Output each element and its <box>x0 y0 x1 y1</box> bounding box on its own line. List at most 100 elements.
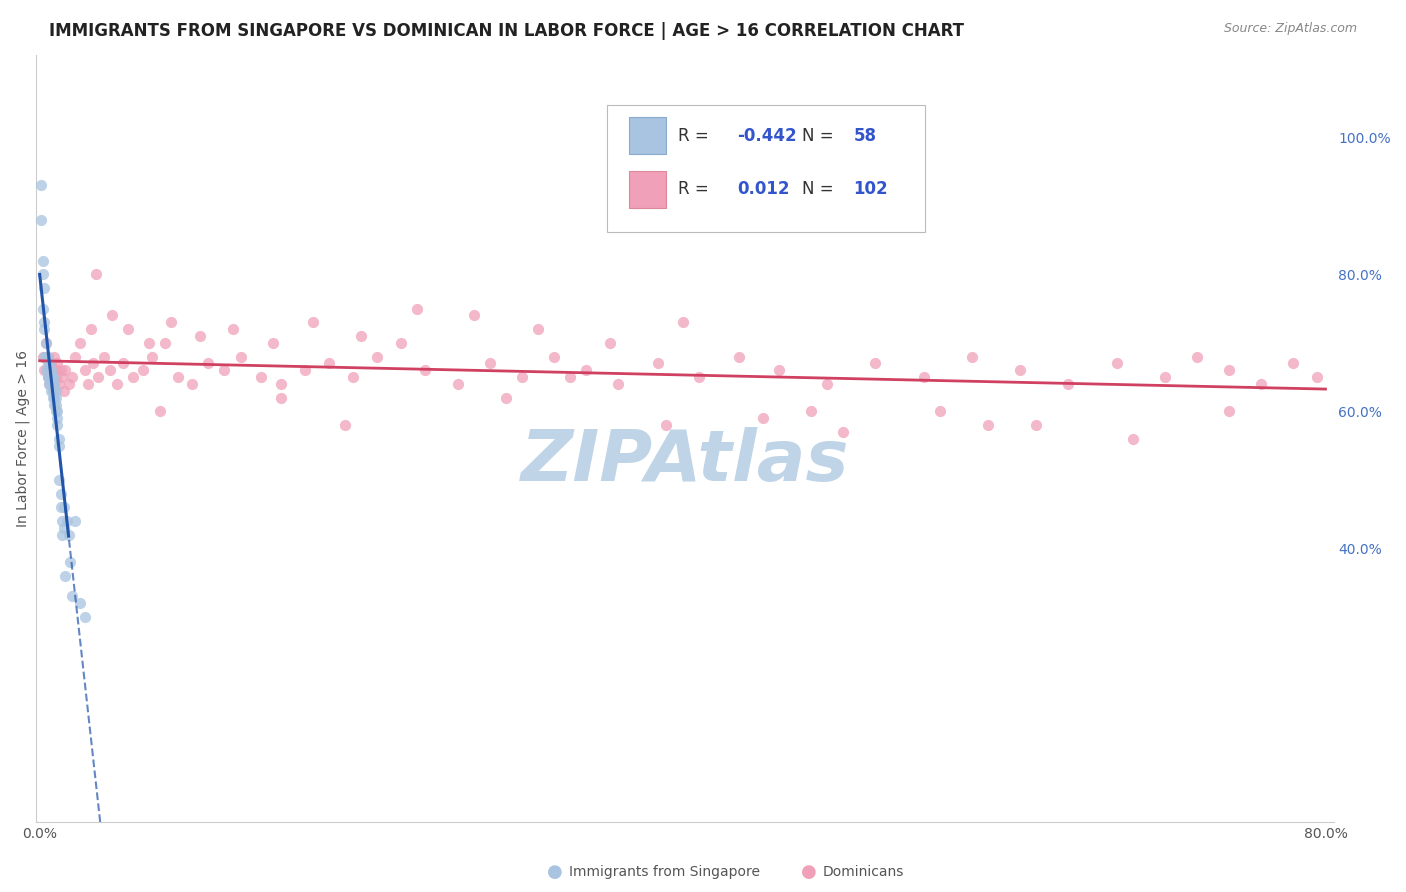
Point <box>41 384 63 398</box>
Point <box>48 473 70 487</box>
Point <box>262 335 284 350</box>
Point <box>37 350 59 364</box>
Point <box>270 391 292 405</box>
Point <box>73 363 96 377</box>
Point <box>45 398 67 412</box>
FancyBboxPatch shape <box>630 171 665 208</box>
Point <box>495 391 517 405</box>
Point <box>527 322 550 336</box>
Point <box>37 370 59 384</box>
Point <box>197 356 219 370</box>
Point <box>34 322 56 336</box>
Point <box>37 363 59 377</box>
Point <box>41 391 63 405</box>
Point <box>190 329 212 343</box>
Text: -0.442: -0.442 <box>737 127 796 145</box>
Text: ●: ● <box>800 863 817 881</box>
Point <box>37 350 59 364</box>
Point <box>138 335 160 350</box>
Text: 58: 58 <box>853 127 876 145</box>
Point <box>688 370 710 384</box>
Point <box>42 384 65 398</box>
Point <box>1185 350 1208 364</box>
Point <box>865 356 887 370</box>
Point <box>41 370 63 384</box>
Point <box>153 335 176 350</box>
Point <box>41 370 63 384</box>
Point <box>39 363 62 377</box>
Point <box>543 350 565 364</box>
Text: ZIPAtlas: ZIPAtlas <box>520 427 849 496</box>
Point <box>101 309 124 323</box>
Point <box>31 268 53 282</box>
Point <box>41 370 63 384</box>
Point <box>117 322 139 336</box>
Point <box>1025 418 1047 433</box>
Point <box>912 370 935 384</box>
Text: ●: ● <box>547 863 564 881</box>
Point <box>49 363 72 377</box>
Point <box>415 363 437 377</box>
Point <box>34 281 56 295</box>
Point <box>39 370 62 384</box>
Point <box>69 596 91 610</box>
Point <box>35 335 58 350</box>
Point <box>42 391 65 405</box>
Point <box>30 178 52 193</box>
Point <box>406 301 429 316</box>
Point <box>60 370 83 384</box>
Point <box>48 376 70 391</box>
Point <box>52 521 75 535</box>
Point <box>45 384 67 398</box>
FancyBboxPatch shape <box>607 105 925 232</box>
Point <box>1218 404 1240 418</box>
Point <box>35 363 58 377</box>
Point <box>350 329 373 343</box>
Point <box>832 425 855 439</box>
Point <box>38 376 60 391</box>
Point <box>647 356 669 370</box>
Point <box>1122 432 1144 446</box>
Text: N =: N = <box>801 127 838 145</box>
Point <box>46 411 69 425</box>
Point <box>34 315 56 329</box>
Point <box>558 370 581 384</box>
Point <box>30 212 52 227</box>
Point <box>100 363 122 377</box>
Point <box>149 404 172 418</box>
Point <box>38 363 60 377</box>
Point <box>31 350 53 364</box>
Point <box>35 350 58 364</box>
Point <box>42 376 65 391</box>
Point <box>463 309 485 323</box>
Point <box>39 384 62 398</box>
Point <box>53 363 76 377</box>
Text: 0.012: 0.012 <box>737 180 789 198</box>
Point <box>31 253 53 268</box>
Point <box>1153 370 1175 384</box>
Point <box>37 370 59 384</box>
Point <box>58 376 80 391</box>
Point <box>39 370 62 384</box>
Point <box>478 356 501 370</box>
Point <box>41 376 63 391</box>
Point <box>31 301 53 316</box>
Point <box>302 315 325 329</box>
Point <box>41 363 63 377</box>
Point <box>446 376 468 391</box>
Point <box>63 514 86 528</box>
Point <box>389 335 412 350</box>
Text: N =: N = <box>801 180 838 198</box>
Point <box>51 370 73 384</box>
Point <box>131 363 153 377</box>
Point <box>51 514 73 528</box>
Point <box>112 356 135 370</box>
Point <box>84 268 107 282</box>
Text: Source: ZipAtlas.com: Source: ZipAtlas.com <box>1223 22 1357 36</box>
Point <box>73 610 96 624</box>
Point <box>45 391 67 405</box>
Y-axis label: In Labor Force | Age > 16: In Labor Force | Age > 16 <box>15 351 30 527</box>
Point <box>42 376 65 391</box>
Point <box>38 370 60 384</box>
Point <box>250 370 273 384</box>
